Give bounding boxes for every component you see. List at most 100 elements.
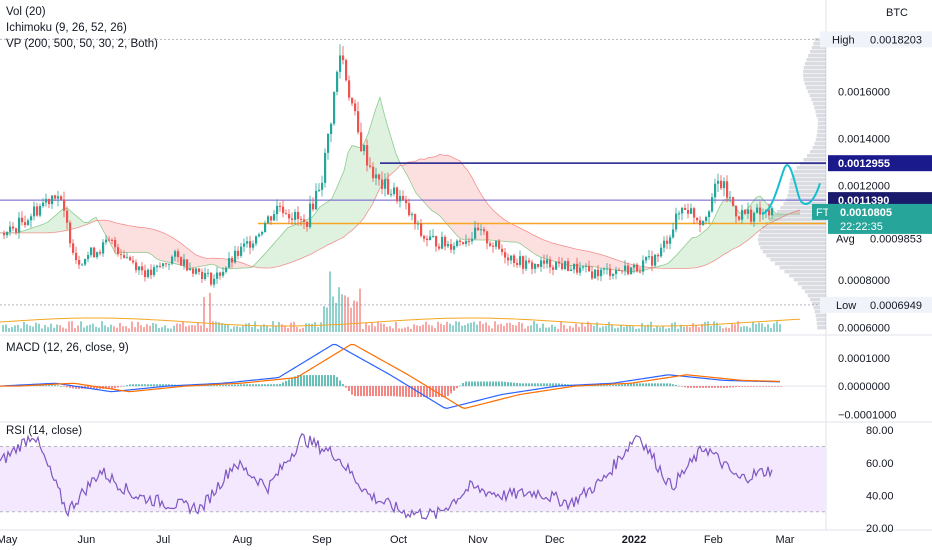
legend-vol[interactable]: Vol (20) [6, 6, 46, 18]
candle-body [90, 247, 93, 256]
candle-body [705, 217, 708, 222]
resistance-tag-value: 0.0012955 [838, 158, 890, 170]
legend-ichimoku[interactable]: Ichimoku (9, 26, 52, 26) [6, 22, 127, 34]
cloud-segment [24, 229, 28, 233]
volume-bar [653, 328, 655, 332]
macd-histogram-bar [96, 386, 98, 389]
macd-histogram-bar [267, 384, 269, 387]
profile-bar [809, 94, 826, 98]
macd-histogram-bar [231, 384, 233, 387]
volume-bar [218, 322, 220, 332]
candle-body [36, 206, 39, 216]
cloud-segment [504, 219, 508, 242]
rsi-title[interactable]: RSI (14, close) [6, 425, 83, 437]
volume-bar [26, 324, 28, 332]
cloud-segment [756, 195, 760, 234]
macd-histogram-bar [504, 381, 506, 387]
macd-histogram-bar [42, 385, 44, 387]
volume-bar [380, 323, 382, 332]
macd-histogram-bar [57, 385, 59, 387]
candle-body [144, 270, 147, 278]
candle-body [354, 103, 357, 112]
candle-body [432, 235, 435, 237]
candlesticks[interactable] [3, 44, 774, 288]
candle-body [405, 199, 408, 204]
candle-body [69, 222, 72, 244]
candle-body [171, 256, 174, 264]
profile-bar [807, 90, 826, 94]
candle-body [384, 179, 387, 189]
volume-bar [641, 323, 643, 332]
candle-body [318, 189, 321, 191]
cloud-segment [156, 230, 160, 261]
candle-body [249, 241, 252, 248]
volume-bar [413, 324, 415, 332]
profile-bar [817, 118, 826, 122]
candle-body [33, 206, 36, 217]
projection-line [761, 164, 821, 216]
cloud-segment [404, 162, 408, 177]
volume-bar [587, 321, 589, 332]
profile-bar [804, 290, 826, 294]
candle-body [231, 258, 234, 263]
profile-bar [804, 62, 826, 66]
signal-line [0, 343, 781, 409]
time-tick-label: Feb [704, 534, 723, 546]
volume-bar [152, 322, 154, 332]
macd-histogram-bar [612, 385, 614, 387]
macd-histogram-bar [54, 385, 56, 387]
candle-body [327, 133, 330, 153]
volume-bar [677, 328, 679, 332]
macd-histogram-bar [546, 383, 548, 387]
volume-bar [77, 325, 79, 332]
cloud-segment [512, 224, 516, 243]
volume-bar [86, 325, 88, 332]
macd-histogram-bar [159, 384, 161, 387]
volume-bar [731, 323, 733, 332]
candle-body [120, 254, 123, 256]
volume-bar [638, 328, 640, 332]
volume-bar [779, 324, 781, 332]
candle-body [228, 258, 231, 268]
volume-bar [278, 322, 280, 332]
volume-bar [344, 295, 346, 332]
macd-histogram-bar [381, 386, 383, 397]
candle-body [642, 260, 645, 272]
profile-bar [772, 214, 826, 218]
volume-bar [272, 321, 274, 332]
candle-body [624, 265, 627, 271]
profile-bar [806, 58, 826, 62]
candle-body [690, 208, 693, 214]
macd-histogram-bar [630, 383, 632, 387]
candle-body [594, 269, 597, 279]
candle-body [138, 266, 141, 271]
candle-body [513, 255, 516, 264]
macd-histogram-bar [330, 375, 332, 387]
cloud-segment [536, 236, 540, 257]
volume-bar [38, 323, 40, 332]
volume-bar [347, 297, 349, 332]
volume-bar [710, 325, 712, 332]
profile-bar [758, 234, 826, 238]
time-tick-label: Mar [776, 534, 795, 546]
macd-histogram-bar [477, 381, 479, 387]
macd-histogram-bar [375, 386, 377, 397]
candle-body [255, 236, 258, 244]
macd-histogram-bar [129, 384, 131, 387]
macd-histogram-bar [648, 383, 650, 387]
volume-bar [533, 321, 535, 332]
cloud-segment [100, 220, 104, 233]
price-levels [0, 162, 826, 225]
macd-title[interactable]: MACD (12, 26, close, 9) [6, 342, 129, 354]
macd-histogram-bar [393, 386, 395, 397]
macd-histogram-bar [273, 384, 275, 387]
cloud-segment [284, 227, 288, 265]
profile-bar [788, 186, 826, 190]
legend-vp[interactable]: VP (200, 500, 50, 30, 2, Both) [6, 38, 158, 50]
volume-bar [41, 328, 43, 332]
low-tag-bg [820, 296, 932, 313]
high-tag-label: High [832, 34, 855, 46]
candle-body [333, 91, 336, 124]
macd-histogram-bar [414, 386, 416, 398]
